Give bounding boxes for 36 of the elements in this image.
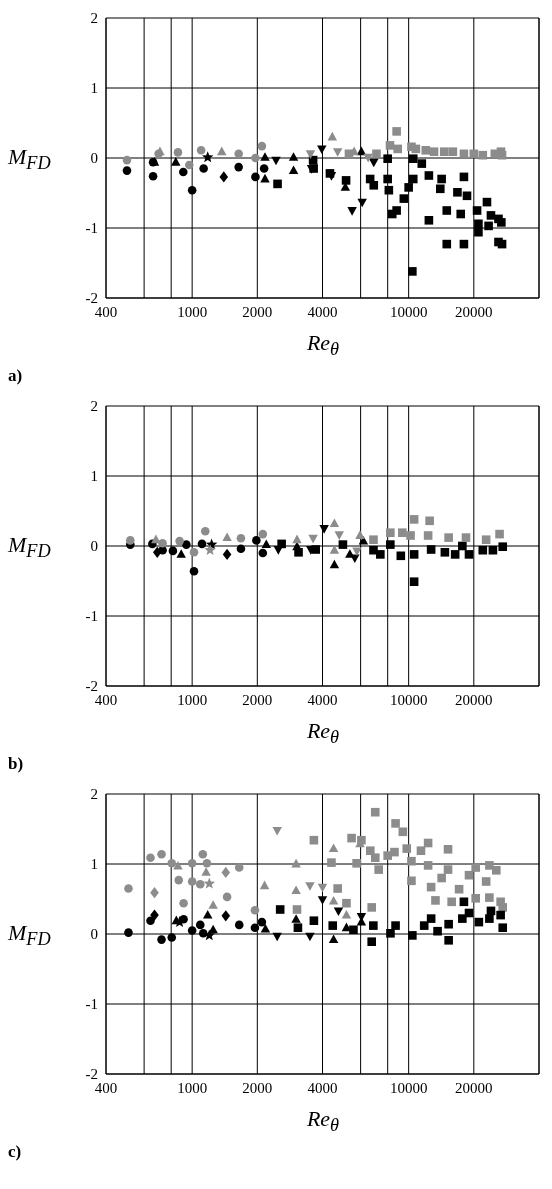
x-axis-title: Re$_{θ}$ [305,718,341,749]
x-tick-label: 1000 [177,691,208,708]
y-tick-label: 0 [90,538,98,555]
x-tick-label: 2000 [242,1079,273,1096]
x-tick-label: 20000 [455,691,493,708]
x-tick-label: 4000 [307,691,338,708]
x-tick-label: 1000 [177,1079,208,1096]
y-tick-label: 0 [90,150,98,167]
x-tick-label: 2000 [242,303,273,320]
y-tick-label: -1 [85,608,98,625]
y-tick-label: 2 [90,398,98,415]
x-tick-label: 20000 [455,1079,493,1096]
x-tick-label: 10000 [389,303,428,320]
text: a) [8,366,23,386]
x-tick-label: 4000 [307,1079,338,1096]
y-tick-label: 2 [90,786,98,803]
y-tick-label: 1 [90,856,98,873]
text: b) [8,754,24,774]
x-axis-title: Re$_{θ}$ [305,1106,341,1137]
y-tick-label: -1 [85,220,98,237]
y-tick-label: 2 [90,10,98,27]
text: c) [8,1142,22,1162]
x-tick-label: 10000 [389,1079,428,1096]
y-axis-title: M$_{FD}$ [8,144,52,175]
y-tick-label: 1 [90,468,98,485]
y-axis-title: M$_{FD}$ [8,920,52,951]
y-tick-label: 0 [90,926,98,943]
x-axis-title: Re$_{θ}$ [305,330,341,361]
x-tick-label: 4000 [307,303,338,320]
x-tick-label: 1000 [177,303,208,320]
x-tick-label: 20000 [455,303,493,320]
y-tick-label: -1 [85,996,98,1013]
y-tick-label: 1 [90,80,98,97]
x-tick-label: 10000 [389,691,428,708]
y-axis-title: M$_{FD}$ [8,532,52,563]
x-tick-label: 2000 [242,691,273,708]
